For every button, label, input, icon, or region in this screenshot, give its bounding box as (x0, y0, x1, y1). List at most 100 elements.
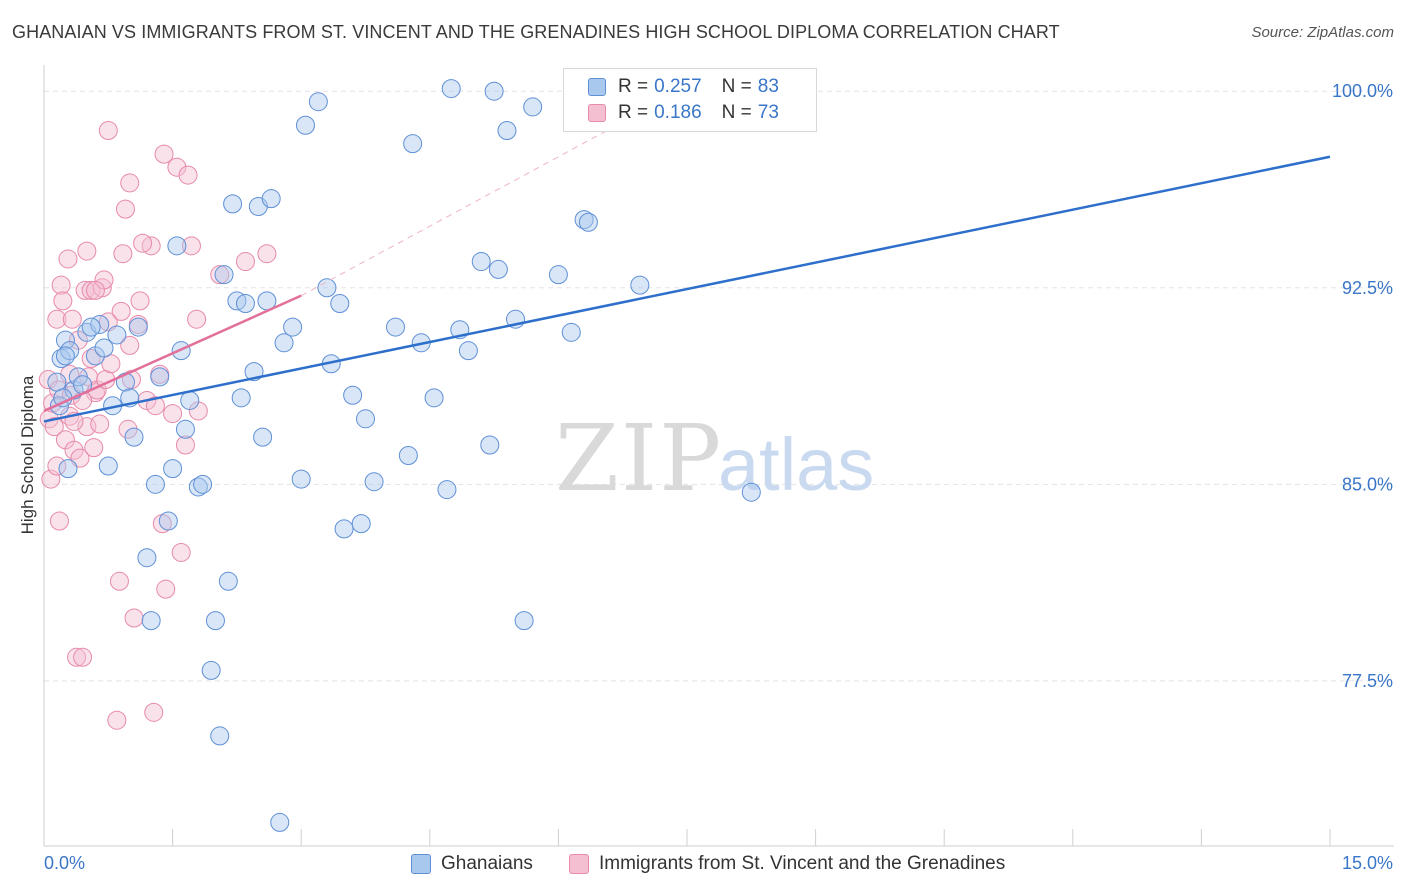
y-tick-label: 85.0% (1342, 474, 1393, 494)
data-point-pink (175, 435, 195, 455)
data-point-blue (124, 427, 144, 447)
data-point-blue (107, 325, 127, 345)
data-point-blue (386, 317, 406, 337)
data-point-pink (44, 417, 64, 437)
data-point-pink (70, 448, 90, 468)
data-point-blue (193, 474, 213, 494)
data-point-pink (101, 354, 121, 374)
correlation-legend: R = 0.257 N = 83 R = 0.186 N = 73 (563, 68, 817, 132)
data-point-pink (77, 241, 97, 261)
data-point-pink (67, 647, 87, 667)
data-point-blue (55, 346, 75, 366)
legend-r-value: 0.257 (654, 76, 702, 97)
data-point-blue (141, 611, 161, 631)
data-point-blue (330, 293, 350, 313)
data-point-blue (150, 367, 170, 387)
data-point-blue (356, 409, 375, 429)
data-point-pink (51, 275, 71, 295)
data-point-pink (118, 419, 138, 439)
source-label: Source: ZipAtlas.com (1251, 24, 1394, 41)
bottom-legend-swatch-blue (411, 854, 431, 874)
y-tick-label: 77.5% (1342, 671, 1393, 691)
data-point-blue (480, 435, 500, 455)
bottom-legend-ghanaians: Ghanaians (411, 851, 533, 877)
data-point-blue (94, 338, 114, 358)
data-point-blue (158, 511, 178, 531)
data-point-blue (218, 571, 238, 591)
data-point-blue (81, 317, 101, 337)
bottom-legend-label: Ghanaians (441, 853, 533, 874)
legend-swatch-blue (588, 78, 606, 96)
data-point-pink (120, 335, 140, 355)
data-point-blue (55, 330, 75, 350)
data-point-pink (90, 414, 110, 434)
data-point-blue (334, 519, 354, 539)
data-point-pink (120, 173, 140, 193)
series-pink-points (38, 121, 277, 730)
data-point-pink (47, 456, 67, 476)
data-point-pink (181, 236, 201, 256)
axes (43, 65, 1394, 847)
grid-lines (44, 90, 1394, 682)
data-point-pink (156, 579, 176, 599)
data-point-blue (253, 427, 273, 447)
tick-labels: 77.5% 85.0% 92.5% 100.0% 0.0% 15.0% (44, 81, 1393, 873)
legend-n-label: N = (721, 102, 752, 123)
legend-r-value: 0.186 (654, 102, 702, 123)
data-point-pink (81, 280, 101, 300)
trend-lines (43, 77, 1331, 423)
data-point-pink (73, 647, 93, 667)
data-point-blue (235, 293, 255, 313)
data-point-blue (484, 81, 504, 101)
data-point-pink (98, 121, 118, 141)
data-point-pink (49, 511, 69, 531)
data-point-pink (144, 702, 164, 722)
legend-n-value: 83 (757, 76, 779, 97)
x-tick-label: 15.0% (1342, 853, 1393, 873)
data-point-pink (133, 233, 153, 253)
data-point-pink (53, 291, 73, 311)
data-point-blue (214, 265, 234, 285)
trend-line-blue (43, 155, 1331, 423)
x-tick-label: 0.0% (44, 853, 85, 873)
data-point-blue (58, 459, 78, 479)
legend-r-label: R = (618, 102, 649, 123)
data-point-pink (187, 309, 207, 329)
y-tick-label: 92.5% (1342, 278, 1393, 298)
chart-title: GHANAIAN VS IMMIGRANTS FROM ST. VINCENT … (12, 22, 1060, 42)
data-point-pink (115, 199, 135, 219)
data-point-pink (62, 309, 82, 329)
legend-r-label: R = (618, 76, 649, 97)
data-point-blue (488, 259, 508, 279)
data-point-pink (235, 252, 255, 272)
bottom-legend-label: Immigrants from St. Vincent and the Gren… (599, 853, 1006, 874)
watermark-atlas: atlas (718, 423, 874, 506)
data-point-pink (64, 440, 84, 460)
data-point-blue (274, 333, 294, 353)
data-point-blue (471, 252, 491, 272)
data-point-blue (548, 265, 568, 285)
bottom-legend-swatch-pink (569, 854, 589, 874)
legend-n-value: 73 (757, 102, 779, 123)
data-point-blue (437, 480, 457, 500)
data-point-blue (175, 419, 195, 439)
data-point-pink (167, 157, 187, 177)
data-point-pink (210, 265, 230, 285)
watermark-zip: ZIP (555, 405, 723, 512)
data-point-blue (351, 514, 371, 534)
data-point-blue (261, 189, 281, 209)
y-tick-label: 100.0% (1332, 81, 1393, 101)
data-point-blue (578, 212, 598, 232)
trend-line-pink (43, 294, 302, 413)
data-point-blue (128, 317, 148, 337)
bottom-legend-immigrants: Immigrants from St. Vincent and the Gren… (569, 851, 1005, 877)
data-point-blue (98, 456, 118, 476)
data-point-blue (343, 385, 363, 405)
data-point-blue (223, 194, 243, 214)
data-point-pink (154, 144, 174, 164)
data-point-pink (178, 165, 198, 185)
data-point-blue (167, 236, 187, 256)
legend-swatch-pink (588, 104, 606, 122)
data-point-blue (295, 115, 315, 135)
